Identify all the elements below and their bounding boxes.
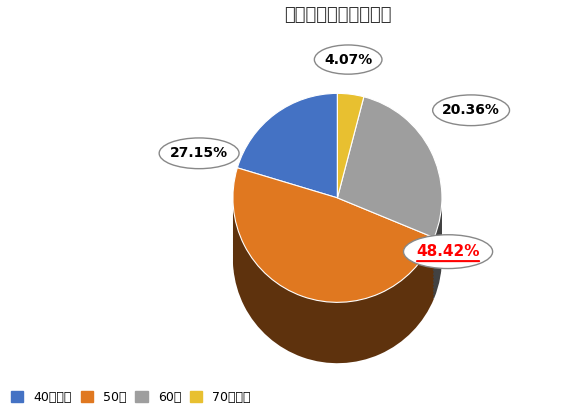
Wedge shape <box>338 120 442 261</box>
Wedge shape <box>233 175 434 309</box>
Wedge shape <box>338 124 364 228</box>
Wedge shape <box>233 201 434 336</box>
Wedge shape <box>237 110 338 215</box>
Wedge shape <box>233 212 434 346</box>
Wedge shape <box>233 195 434 329</box>
Wedge shape <box>338 97 364 201</box>
Legend: 40代以下, 50代, 60代, 70代以上: 40代以下, 50代, 60代, 70代以上 <box>11 391 251 404</box>
Wedge shape <box>237 103 338 208</box>
Wedge shape <box>237 134 338 239</box>
Wedge shape <box>237 100 338 205</box>
Wedge shape <box>237 93 338 198</box>
Title: 回答者　年代別データ: 回答者 年代別データ <box>284 6 391 24</box>
Wedge shape <box>338 137 442 278</box>
Wedge shape <box>338 117 364 221</box>
Wedge shape <box>237 137 338 242</box>
Ellipse shape <box>314 45 382 74</box>
Wedge shape <box>233 168 434 302</box>
Wedge shape <box>338 124 442 265</box>
Text: 48.42%: 48.42% <box>416 244 480 259</box>
Wedge shape <box>237 120 338 225</box>
Wedge shape <box>338 141 442 282</box>
Wedge shape <box>233 192 434 326</box>
Wedge shape <box>237 114 338 218</box>
Wedge shape <box>338 147 442 289</box>
Wedge shape <box>338 151 364 255</box>
Wedge shape <box>338 110 364 215</box>
Wedge shape <box>237 154 338 259</box>
Wedge shape <box>338 151 442 292</box>
Wedge shape <box>338 154 442 295</box>
Wedge shape <box>237 107 338 211</box>
Wedge shape <box>338 127 442 268</box>
Wedge shape <box>237 151 338 255</box>
Wedge shape <box>237 144 338 249</box>
Wedge shape <box>338 154 364 259</box>
Ellipse shape <box>159 138 239 168</box>
Wedge shape <box>237 117 338 221</box>
Wedge shape <box>338 147 364 252</box>
Wedge shape <box>237 131 338 235</box>
Text: 20.36%: 20.36% <box>442 103 500 117</box>
Wedge shape <box>338 103 364 208</box>
Ellipse shape <box>432 95 509 126</box>
Wedge shape <box>237 141 338 245</box>
Wedge shape <box>338 117 442 258</box>
Wedge shape <box>233 171 434 306</box>
Wedge shape <box>338 120 364 225</box>
Wedge shape <box>237 124 338 228</box>
Wedge shape <box>237 127 338 232</box>
Wedge shape <box>237 97 338 201</box>
Wedge shape <box>338 107 442 248</box>
Wedge shape <box>338 107 364 211</box>
Wedge shape <box>233 185 434 319</box>
Wedge shape <box>233 225 434 360</box>
Wedge shape <box>338 134 364 239</box>
Wedge shape <box>338 144 442 285</box>
Wedge shape <box>338 131 442 271</box>
Wedge shape <box>233 182 434 316</box>
Wedge shape <box>338 137 364 242</box>
Wedge shape <box>338 97 442 238</box>
Wedge shape <box>237 147 338 252</box>
Wedge shape <box>233 208 434 343</box>
Wedge shape <box>338 144 364 249</box>
Wedge shape <box>338 127 364 232</box>
Wedge shape <box>338 114 442 254</box>
Wedge shape <box>233 215 434 350</box>
Wedge shape <box>233 188 434 323</box>
Wedge shape <box>338 110 442 251</box>
Wedge shape <box>233 198 434 333</box>
Wedge shape <box>338 131 364 235</box>
Wedge shape <box>338 141 364 245</box>
Wedge shape <box>233 205 434 339</box>
Wedge shape <box>233 219 434 353</box>
Wedge shape <box>338 158 442 298</box>
Wedge shape <box>338 100 442 241</box>
Wedge shape <box>338 103 442 245</box>
Wedge shape <box>233 222 434 357</box>
Wedge shape <box>233 229 434 363</box>
Ellipse shape <box>404 235 493 269</box>
Wedge shape <box>338 93 364 198</box>
Wedge shape <box>233 178 434 313</box>
Wedge shape <box>338 134 442 275</box>
Wedge shape <box>338 114 364 218</box>
Text: 4.07%: 4.07% <box>324 53 372 67</box>
Wedge shape <box>338 100 364 205</box>
Text: 27.15%: 27.15% <box>170 146 228 160</box>
